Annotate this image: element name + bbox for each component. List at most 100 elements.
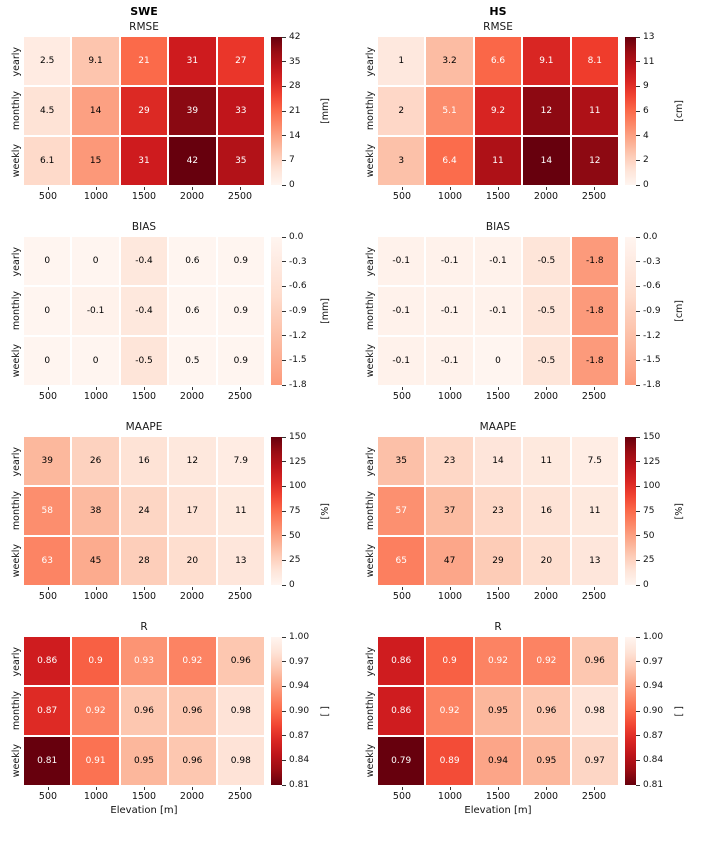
heatmap-cell: 38 <box>72 487 119 535</box>
colorbar-tick-mark <box>282 559 286 561</box>
y-tick-label: weekly <box>364 543 376 577</box>
colorbar-unit-label: [mm] <box>320 298 331 324</box>
heatmap-rmse-hs: RMSE yearly monthly weekly 1 3.2 6.6 9.1 8.1 2 5.1… <box>354 21 709 202</box>
heatmap-cell: 0 <box>474 337 522 385</box>
heatmap-cell: 39 <box>24 437 71 485</box>
x-tick-label: 1000 <box>72 387 120 402</box>
y-axis: yearly monthly weekly <box>8 237 24 385</box>
colorbar-tick-label: 0.84 <box>643 755 664 766</box>
y-axis: yearly monthly weekly <box>362 37 378 185</box>
colorbar-tick: 13 <box>636 32 654 42</box>
colorbar-tick: -0.9 <box>636 306 661 316</box>
chart-title: MAAPE <box>125 421 163 433</box>
heatmap-cell: 0 <box>72 337 119 385</box>
heatmap-cell: -0.4 <box>120 287 168 335</box>
chart-title: R <box>140 621 148 633</box>
colorbar-tick-label: 0.84 <box>289 755 310 766</box>
y-tick: yearly <box>8 37 24 86</box>
colorbar <box>271 37 282 185</box>
chart-plot-area: yearly monthly weekly 0.86 0.9 0.92 0.92 0.96 0.… <box>362 632 709 790</box>
y-tick: monthly <box>8 86 24 135</box>
heatmap-cell: 0.96 <box>571 637 618 685</box>
heatmap-cell: 0.96 <box>523 687 570 735</box>
colorbar-tick: 125 <box>636 457 660 467</box>
colorbar-tick-label: 0 <box>289 580 295 590</box>
heatmap-cell: 31 <box>120 137 168 185</box>
heatmap-cell: 0.86 <box>378 687 425 735</box>
x-tick-label: 2000 <box>168 387 216 402</box>
colorbar-tick: 0.94 <box>282 681 309 691</box>
x-tick-label: 2000 <box>168 787 216 802</box>
y-tick: yearly <box>8 237 24 286</box>
heatmap-cell: 0.79 <box>378 737 425 785</box>
heatmap-cell: 7.9 <box>217 437 264 485</box>
colorbar-tick-mark <box>282 710 286 712</box>
colorbar-tick-mark <box>636 359 640 361</box>
colorbar-tick: 100 <box>636 481 660 491</box>
colorbar-tick-mark <box>636 159 640 161</box>
colorbar-tick-mark <box>636 636 640 638</box>
y-tick-label: yearly <box>10 646 22 677</box>
heatmap-cell: 0.9 <box>217 337 264 385</box>
heatmap-cell: 27 <box>217 37 264 85</box>
y-tick-label: monthly <box>10 91 22 131</box>
heatmap-bias-hs: BIAS yearly monthly weekly -0.1 -0.1 -0.1 -0.5-… <box>354 221 709 402</box>
colorbar-tick-mark <box>636 236 640 238</box>
colorbar-tick-label: 0.0 <box>643 232 658 242</box>
heatmap-cell: 33 <box>217 87 264 135</box>
heatmap-cell: 0.98 <box>217 687 264 735</box>
heatmap-cell: -0.4 <box>120 237 168 285</box>
colorbar-tick: 0.87 <box>282 731 309 741</box>
heatmap-cell: 11 <box>474 137 522 185</box>
colorbar-tick-mark <box>282 36 286 38</box>
colorbar-tick-label: 125 <box>643 456 661 467</box>
chart-title: BIAS <box>131 221 157 233</box>
colorbar-tick-label: 13 <box>643 32 655 42</box>
heatmap-cell: 0.9 <box>217 287 264 335</box>
x-tick-label: 1000 <box>72 787 120 802</box>
heatmap-grid: 39 26 16 12 7.9 58 38 24 17 11 63 45 28 20 13 <box>24 437 264 585</box>
colorbar-unit-label: [mm] <box>320 98 331 124</box>
heatmap-cell: 26 <box>72 437 119 485</box>
colorbar-ticks: 13 11 9 6 4 2 0 <box>636 32 673 190</box>
heatmap-cell: -0.1 <box>378 237 425 285</box>
heatmap-grid: -0.1 -0.1 -0.1 -0.5 -1.8 -0.1 -0.1 -0.1 -0.5 -1.8… <box>378 237 618 385</box>
colorbar-tick: 75 <box>636 506 654 516</box>
column-header-swe: SWE <box>130 5 158 18</box>
colorbar-tick: 6 <box>636 106 649 116</box>
heatmap-grid: 0.86 0.9 0.93 0.92 0.96 0.87 0.92 0.96 0.96 0.98 0… <box>24 637 264 785</box>
chart-plot-area: yearly monthly weekly 2.5 9.1 21 31 27 4.5 14 29 39… <box>8 32 354 190</box>
heatmap-cell: 11 <box>217 487 264 535</box>
y-tick: weekly <box>8 736 24 785</box>
chart-title: R <box>494 621 502 633</box>
heatmap-cell: -0.1 <box>72 287 119 335</box>
heatmap-cell: 1 <box>378 37 425 85</box>
chart-plot-area: yearly monthly weekly 1 3.2 6.6 9.1 8.1 2 5.1 9.2 1… <box>362 32 709 190</box>
colorbar-tick-label: 50 <box>289 530 301 541</box>
colorbar-zone: 42 35 28 21 14 7 0 [mm] <box>271 32 332 190</box>
heatmap-cell: 0.91 <box>72 737 119 785</box>
colorbar-tick-mark <box>282 661 286 663</box>
y-tick-label: weekly <box>364 343 376 377</box>
heatmap-cell: 16 <box>523 487 570 535</box>
heatmap-cell: 29 <box>120 87 168 135</box>
y-tick-label: yearly <box>364 646 376 677</box>
y-axis: yearly monthly weekly <box>362 237 378 385</box>
heatmap-cell: 12 <box>169 437 216 485</box>
y-tick-label: weekly <box>10 743 22 777</box>
colorbar-tick-label: 0.94 <box>289 681 310 692</box>
heatmap-cell: 0.86 <box>378 637 425 685</box>
colorbar-tick: 0.81 <box>282 780 309 790</box>
heatmap-cell: 5.1 <box>426 87 473 135</box>
x-tick-label: 500 <box>378 787 426 802</box>
colorbar-tick: -0.9 <box>282 306 307 316</box>
colorbar-tick-label: 0.81 <box>643 780 664 790</box>
heatmap-cell: 9.1 <box>72 37 119 85</box>
colorbar-unit-label: [%] <box>320 502 331 520</box>
heatmap-cell: 57 <box>378 487 425 535</box>
heatmap-cell: 0.96 <box>169 737 216 785</box>
colorbar-tick: -0.3 <box>636 257 661 267</box>
heatmap-cell: 45 <box>72 537 119 585</box>
x-tick-label: 2000 <box>168 187 216 202</box>
colorbar-unit: [ ] <box>319 637 332 785</box>
